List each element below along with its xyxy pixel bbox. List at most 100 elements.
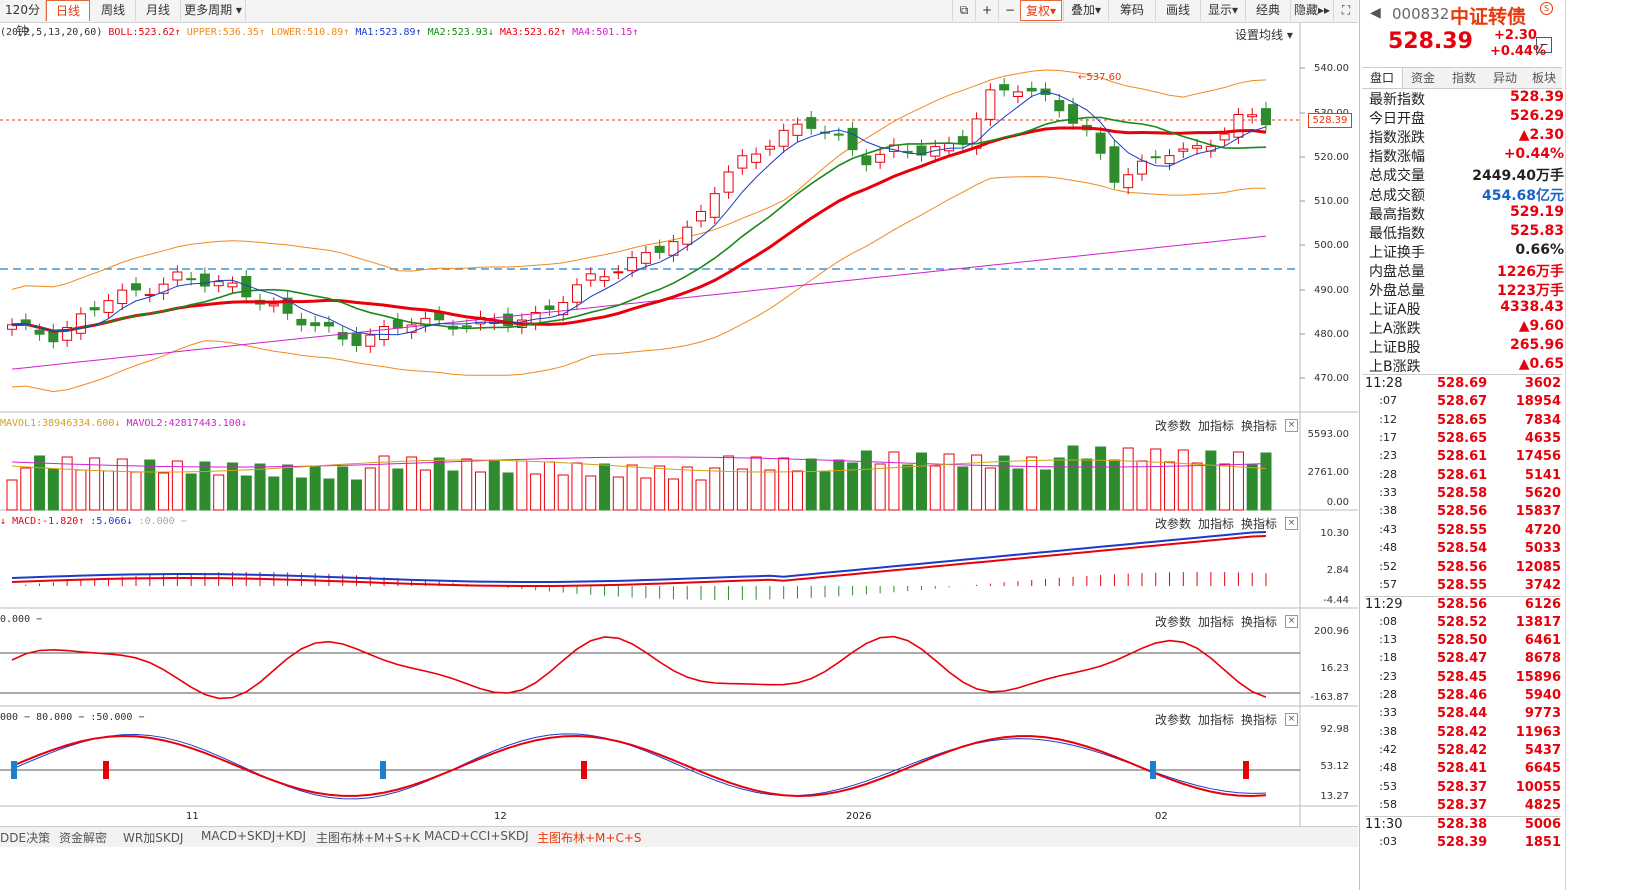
ma1-value: MA1:523.89 [355, 27, 416, 38]
zoom-in-icon[interactable]: + [975, 0, 998, 21]
volume-bar [323, 478, 335, 511]
volume-bar [364, 467, 376, 511]
hide-button[interactable]: 隐藏▸▸ [1290, 0, 1333, 21]
volume-bar [640, 477, 652, 511]
tab-macd-skdj-kdj[interactable]: MACD+SKDJ+KDJ [201, 829, 306, 843]
quote-field-value: 1226万手 [1497, 263, 1564, 280]
overlay-button[interactable]: 叠加▾ [1063, 0, 1108, 21]
zoom-out-icon[interactable]: − [998, 0, 1021, 21]
volume-bar [571, 462, 583, 511]
copy-icon[interactable]: ⧉ [952, 0, 975, 21]
tab-dde[interactable]: DDE决策 [0, 831, 51, 845]
tick-volume: 7834 [1524, 412, 1561, 428]
classic-button[interactable]: 经典 [1245, 0, 1290, 21]
macd-tick-mid: 2.84 [1326, 565, 1349, 576]
ma2-line [11, 116, 1267, 332]
collapse-icon[interactable]: − [1536, 37, 1552, 53]
tick-row: :48 528.41 6645 [1365, 761, 1561, 779]
tick-price: 528.56 [1437, 559, 1488, 575]
tick-price: 528.61 [1437, 467, 1488, 483]
ma-settings-button[interactable]: 设置均线 ▾ [1235, 28, 1293, 42]
tick-price: 528.58 [1437, 486, 1488, 502]
candle-body [7, 324, 17, 330]
tick-time: :42 [1379, 743, 1397, 756]
tab-panel-movement[interactable]: 异动 [1492, 71, 1517, 85]
tick-row: :17 528.65 4635 [1365, 431, 1561, 449]
macd-close-icon[interactable]: × [1285, 517, 1298, 530]
tab-panel-index[interactable]: 指数 [1451, 71, 1476, 85]
adjust-button[interactable]: 复权▾ [1020, 0, 1062, 21]
volume-bar [309, 465, 321, 511]
macd-value: MACD:-1.820 [12, 516, 79, 527]
display-label: 显示 [1207, 3, 1232, 17]
volume-bar [1219, 463, 1231, 511]
volume-bar [1095, 446, 1107, 511]
tab-panel-pankou[interactable]: 盘口 [1362, 68, 1403, 88]
tab-panel-funds[interactable]: 资金 [1410, 71, 1435, 85]
candle-body [434, 312, 445, 321]
tick-row: :38 528.42 11963 [1365, 725, 1561, 743]
macd-add-indicator-button[interactable]: 加指标 [1198, 517, 1235, 531]
tab-more-periods[interactable]: 更多周期 ▾ [181, 0, 246, 21]
tab-daily[interactable]: 日线 [46, 0, 90, 21]
candle-body [1109, 146, 1120, 183]
volume-bar [502, 472, 514, 511]
kline-chart[interactable] [0, 0, 1358, 826]
x-label-feb: 02 [1155, 811, 1168, 822]
chips-button[interactable]: 筹码 [1108, 0, 1155, 21]
tab-wr-skdj[interactable]: WR加SKDJ [123, 831, 184, 845]
tab-boll-mcs[interactable]: 主图布林+M+C+S [537, 831, 642, 845]
macd-change-params-button[interactable]: 改参数 [1155, 517, 1192, 531]
cci-switch-indicator-button[interactable]: 换指标 [1241, 615, 1278, 629]
tab-panel-sector[interactable]: 板块 [1531, 71, 1556, 85]
volume-bar [736, 468, 748, 511]
vol-add-indicator-button[interactable]: 加指标 [1198, 419, 1235, 433]
x-label-nov: 11 [186, 811, 199, 822]
kdj-change-params-button[interactable]: 改参数 [1155, 713, 1192, 727]
tick-price: 528.42 [1437, 743, 1488, 758]
candle-body [1164, 155, 1175, 165]
cci-close-icon[interactable]: × [1285, 615, 1298, 628]
cci-change-params-button[interactable]: 改参数 [1155, 615, 1192, 629]
vol-switch-indicator-button[interactable]: 换指标 [1241, 419, 1278, 433]
tick-row: :07 528.67 18954 [1365, 394, 1561, 412]
candle-body [1054, 100, 1065, 112]
quote-field-value: 528.39 [1509, 89, 1564, 105]
vol-change-params-button[interactable]: 改参数 [1155, 419, 1192, 433]
tick-time: :48 [1379, 541, 1397, 555]
candle-body [1219, 133, 1230, 141]
fullscreen-icon[interactable]: ⛶ [1333, 0, 1358, 21]
prev-stock-icon[interactable]: ◀ [1370, 5, 1381, 21]
tab-weekly[interactable]: 周线 [91, 0, 136, 21]
tick-volume: 5620 [1524, 486, 1561, 502]
candle-body [599, 276, 610, 281]
tab-120min[interactable]: 120分钟 [0, 0, 46, 38]
kdj-close-icon[interactable]: × [1285, 713, 1298, 726]
macd-legend: ↓ MACD:-1.820↑ :5.066↓ :0.000 − [0, 516, 187, 527]
tick-volume: 1851 [1524, 834, 1561, 850]
macd-switch-indicator-button[interactable]: 换指标 [1241, 517, 1278, 531]
tick-time: :28 [1379, 467, 1397, 481]
vol-close-icon[interactable]: × [1285, 419, 1298, 432]
vol-tick-mid: 2761.00 [1307, 467, 1349, 478]
quote-field-row: 外盘总量 1223万手 [1369, 280, 1564, 299]
tab-boll-msk[interactable]: 主图布林+M+S+K [316, 831, 421, 845]
kdj-switch-indicator-button[interactable]: 换指标 [1241, 713, 1278, 727]
tick-time: :12 [1379, 412, 1397, 426]
tab-macd-cci-skdj[interactable]: MACD+CCI+SKDJ [424, 829, 529, 843]
tick-price: 528.55 [1437, 522, 1488, 538]
volume-bar [475, 471, 487, 511]
volume-bar [764, 469, 776, 511]
draw-button[interactable]: 画线 [1155, 0, 1200, 21]
quote-field-value: 454.68亿元 [1481, 187, 1564, 204]
display-button[interactable]: 显示▾ [1200, 0, 1245, 21]
candle-body [613, 271, 624, 274]
candle-body [957, 136, 968, 145]
favorite-icon[interactable]: S [1540, 2, 1553, 15]
tab-monthly[interactable]: 月线 [136, 0, 181, 21]
cci-add-indicator-button[interactable]: 加指标 [1198, 615, 1235, 629]
candle-body [723, 171, 734, 193]
tab-fund[interactable]: 资金解密 [59, 831, 108, 845]
tick-price: 528.54 [1437, 541, 1488, 557]
kdj-add-indicator-button[interactable]: 加指标 [1198, 713, 1235, 727]
